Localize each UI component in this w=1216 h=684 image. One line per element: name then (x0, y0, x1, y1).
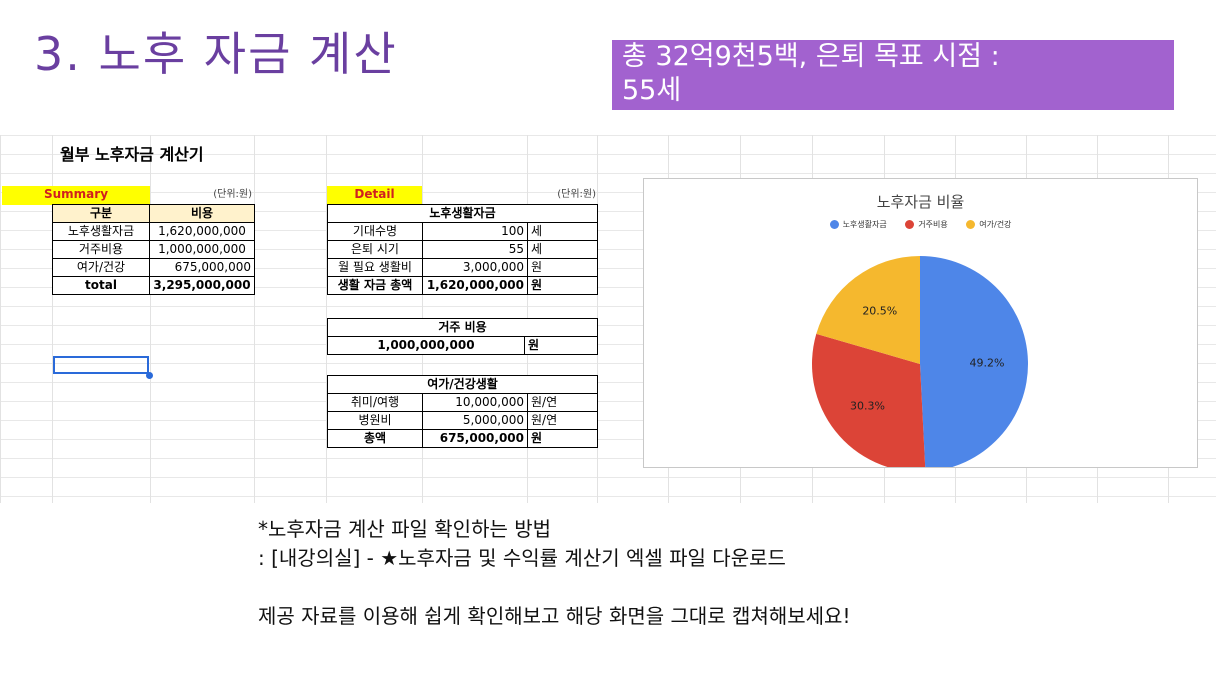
legend-item: 노후생활자금 (829, 219, 887, 230)
table-row: total 3,295,000,000 (52, 276, 255, 295)
table-row: 1,000,000,000 원 (327, 336, 598, 355)
selected-cell[interactable] (53, 356, 149, 374)
living-row-value: 3,000,000 (422, 258, 528, 277)
slice-label: 20.5% (862, 304, 897, 317)
table-row: 생활 자금 총액 1,620,000,000 원 (327, 276, 598, 295)
table-row: 병원비 5,000,000 원/연 (327, 411, 598, 430)
summary-row-value: 1,620,000,000 (149, 222, 255, 241)
table-row: 월 필요 생활비 3,000,000 원 (327, 258, 598, 277)
living-total-name: 생활 자금 총액 (327, 276, 423, 295)
slice-retirement-living (920, 256, 1028, 467)
note-line-2: : [내강의실] - ★노후자금 및 수익률 계산기 엑셀 파일 다운로드 (258, 546, 786, 570)
summary-total-label: total (52, 276, 150, 295)
living-row-unit: 원 (527, 258, 598, 277)
legend-swatch (966, 220, 976, 229)
summary-row-name: 거주비용 (52, 240, 150, 259)
table-row: 취미/여행 10,000,000 원/연 (327, 393, 598, 412)
leisure-row-unit: 원/연 (527, 393, 598, 412)
housing-cost-table: 거주 비용 1,000,000,000 원 (327, 318, 598, 355)
summary-table: 구분 비용 노후생활자금 1,620,000,000 거주비용 1,000,00… (52, 204, 255, 295)
living-row-name: 기대수명 (327, 222, 423, 241)
living-row-unit: 세 (527, 240, 598, 259)
slice-leisure-health (816, 256, 920, 364)
leisure-row-name: 병원비 (327, 411, 423, 430)
leisure-total-value: 675,000,000 (422, 429, 528, 448)
summary-header-cost: 비용 (149, 204, 255, 223)
legend-label: 노후생활자금 (842, 220, 887, 229)
leisure-row-unit: 원/연 (527, 411, 598, 430)
banner-line-2: 55세 (622, 75, 682, 106)
chart-legend: 노후생활자금 거주비용 여가/건강 (644, 219, 1197, 230)
note-line-1: *노후자금 계산 파일 확인하는 방법 (258, 517, 552, 541)
leisure-health-title: 여가/건강생활 (327, 375, 598, 394)
table-row: 거주비용 1,000,000,000 (52, 240, 255, 259)
living-row-name: 월 필요 생활비 (327, 258, 423, 277)
legend-label: 여가/건강 (979, 220, 1012, 229)
slide-title: 3. 노후 자금 계산 (34, 27, 398, 81)
living-row-value: 55 (422, 240, 528, 259)
summary-label: Summary (2, 186, 150, 205)
leisure-row-name: 취미/여행 (327, 393, 423, 412)
summary-row-value: 675,000,000 (149, 258, 255, 277)
living-total-unit: 원 (527, 276, 598, 295)
summary-row-name: 여가/건강 (52, 258, 150, 277)
legend-swatch (905, 220, 915, 229)
legend-item: 여가/건강 (966, 219, 1011, 230)
summary-unit: (단위:원) (213, 189, 252, 200)
housing-cost-value: 1,000,000,000 (327, 336, 525, 355)
chart-title: 노후자금 비율 (876, 193, 965, 211)
table-row: 총액 675,000,000 원 (327, 429, 598, 448)
pie-svg: 49.2% 30.3% 20.5% (812, 256, 1028, 467)
leisure-health-table: 여가/건강생활 취미/여행 10,000,000 원/연 병원비 5,000,0… (327, 375, 598, 448)
banner-line-1: 총 32억9천5백, 은퇴 목표 시점 : (622, 41, 1000, 72)
table-row: 노후생활자금 1,620,000,000 (52, 222, 255, 241)
legend-swatch (829, 220, 839, 229)
instructions: *노후자금 계산 파일 확인하는 방법 : [내강의실] - ★노후자금 및 수… (258, 515, 850, 631)
summary-total-value: 3,295,000,000 (149, 276, 255, 295)
living-row-unit: 세 (527, 222, 598, 241)
living-row-value: 100 (422, 222, 528, 241)
housing-cost-unit: 원 (524, 336, 598, 355)
leisure-row-value: 10,000,000 (422, 393, 528, 412)
leisure-total-unit: 원 (527, 429, 598, 448)
summary-header-category: 구분 (52, 204, 150, 223)
living-fund-table: 노후생활자금 기대수명 100 세 은퇴 시기 55 세 월 필요 생활비 3,… (327, 204, 598, 295)
slice-label: 49.2% (969, 356, 1004, 369)
living-total-value: 1,620,000,000 (422, 276, 528, 295)
summary-banner: 총 32억9천5백, 은퇴 목표 시점 : 55세 (612, 40, 1174, 110)
detail-unit: (단위:원) (557, 189, 596, 200)
detail-label: Detail (327, 186, 422, 205)
leisure-total-name: 총액 (327, 429, 423, 448)
legend-label: 거주비용 (918, 220, 948, 229)
housing-cost-title: 거주 비용 (327, 318, 598, 337)
summary-row-name: 노후생활자금 (52, 222, 150, 241)
fill-handle[interactable] (146, 372, 153, 379)
living-fund-title: 노후생활자금 (327, 204, 598, 223)
sheet-title: 월부 노후자금 계산기 (60, 145, 204, 164)
note-line-3: 제공 자료를 이용해 쉽게 확인해보고 해당 화면을 그대로 캡쳐해보세요! (258, 604, 851, 628)
leisure-row-value: 5,000,000 (422, 411, 528, 430)
table-row: 여가/건강 675,000,000 (52, 258, 255, 277)
table-row: 은퇴 시기 55 세 (327, 240, 598, 259)
table-row: 기대수명 100 세 (327, 222, 598, 241)
summary-header-row: 구분 비용 (52, 204, 255, 223)
summary-row-value: 1,000,000,000 (149, 240, 255, 259)
slice-label: 30.3% (850, 400, 885, 413)
living-row-name: 은퇴 시기 (327, 240, 423, 259)
legend-item: 거주비용 (905, 219, 948, 230)
spreadsheet-screenshot: 월부 노후자금 계산기 Summary (단위:원) 구분 비용 노후생활자금 … (0, 135, 1216, 503)
pie-chart: 노후자금 비율 노후생활자금 거주비용 여가/건강 49.2% 30.3% 20.5… (643, 178, 1198, 468)
slice-housing (812, 333, 926, 467)
